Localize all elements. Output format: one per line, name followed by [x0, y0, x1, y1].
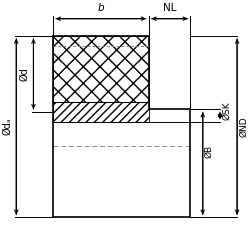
Polygon shape: [53, 102, 149, 122]
Text: ØND: ØND: [239, 116, 248, 137]
Text: b: b: [98, 2, 104, 12]
Text: Ødₐ: Ødₐ: [2, 118, 12, 136]
Text: Ød: Ød: [20, 67, 30, 81]
Text: NL: NL: [163, 2, 176, 12]
Text: ØB: ØB: [205, 144, 214, 158]
Text: ØSK: ØSK: [222, 101, 231, 120]
Polygon shape: [53, 36, 149, 102]
